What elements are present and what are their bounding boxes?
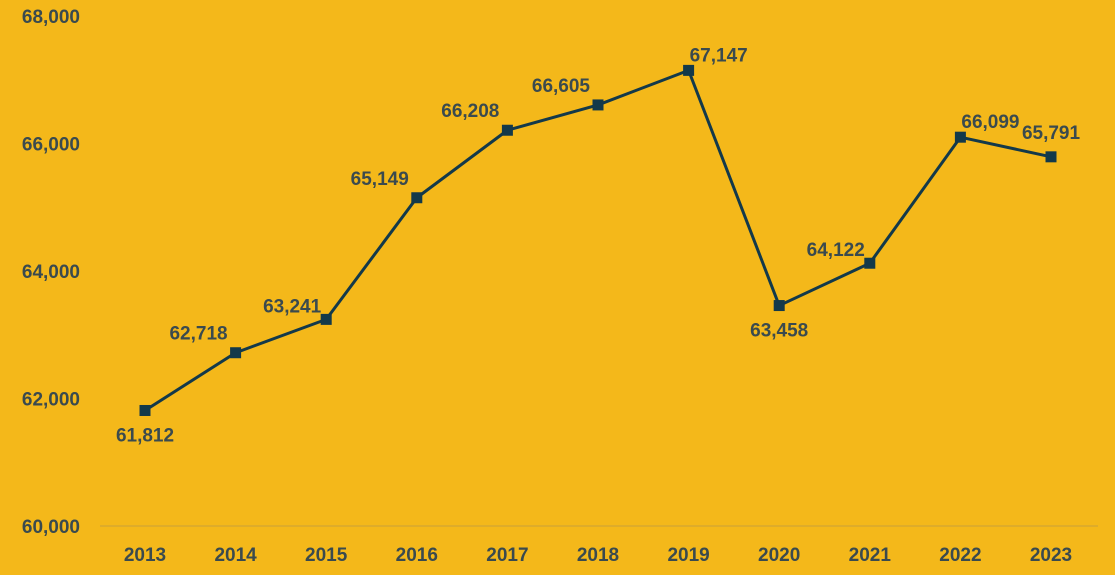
y-tick-label: 68,000 (22, 7, 80, 28)
data-label: 63,458 (750, 321, 808, 342)
x-tick-label: 2013 (124, 545, 166, 566)
x-tick-label: 2017 (486, 545, 528, 566)
data-label: 63,241 (263, 296, 322, 317)
data-point-marker (683, 64, 695, 76)
data-point-marker (230, 347, 242, 359)
y-tick-label: 60,000 (22, 517, 80, 538)
data-label: 66,099 (961, 112, 1019, 133)
x-tick-label: 2016 (396, 545, 438, 566)
data-labels: 61,812 62,718 63,241 65,149 66,208 66,605 67,1… (116, 45, 1081, 446)
data-label: 65,149 (351, 169, 409, 190)
y-tick-label: 66,000 (22, 135, 80, 156)
data-label: 64,122 (807, 240, 865, 261)
y-tick-label: 62,000 (22, 390, 80, 411)
x-tick-label: 2022 (939, 545, 981, 566)
y-tick-label: 64,000 (22, 262, 80, 283)
data-point-marker (320, 313, 332, 325)
x-tick-label: 2020 (758, 545, 800, 566)
series-line (144, 68, 1052, 412)
series-markers (139, 64, 1057, 416)
x-tick-label: 2021 (849, 545, 892, 566)
x-tick-label: 2019 (667, 545, 709, 566)
data-label: 61,812 (116, 425, 174, 446)
data-point-marker (411, 192, 423, 204)
data-label: 65,791 (1022, 123, 1081, 144)
data-point-marker (864, 257, 876, 269)
y-axis-tick-labels: 60,000 62,000 64,000 66,000 68,000 (22, 7, 80, 538)
data-point-marker (1045, 151, 1057, 163)
data-point-marker (592, 99, 604, 111)
x-tick-label: 2014 (214, 545, 257, 566)
data-label: 66,208 (441, 101, 499, 122)
data-label: 62,718 (169, 324, 227, 345)
data-point-marker (501, 124, 513, 136)
x-tick-label: 2018 (577, 545, 619, 566)
data-point-marker (773, 300, 785, 312)
data-point-marker (954, 131, 966, 143)
x-axis-tick-labels: 2013 2014 2015 2016 2017 2018 2019 2020 2021 2022… (124, 545, 1072, 566)
data-point-marker (139, 404, 151, 416)
data-label: 66,605 (532, 76, 591, 97)
data-label: 67,147 (690, 45, 748, 66)
x-tick-label: 2023 (1030, 545, 1072, 566)
x-tick-label: 2015 (305, 545, 348, 566)
